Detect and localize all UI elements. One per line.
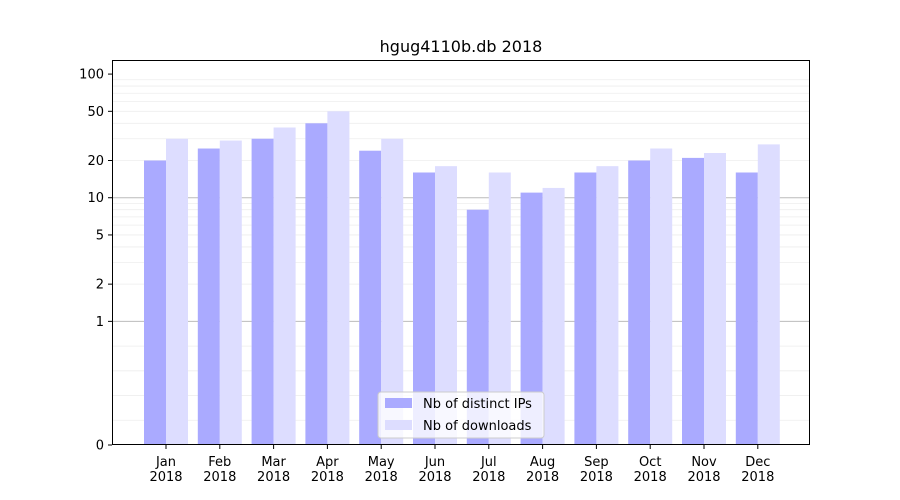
x-tick-label-month: Jun: [424, 455, 445, 470]
bar-distinct-ips[interactable]: [413, 172, 435, 446]
legend-label-ips: Nb of distinct IPs: [423, 397, 532, 412]
bar-downloads[interactable]: [327, 111, 350, 445]
bars: [144, 111, 780, 446]
x-tick-label-year: 2018: [580, 470, 613, 485]
x-axis: Jan2018Feb2018Mar2018Apr2018May2018Jun20…: [149, 445, 774, 485]
bar-downloads[interactable]: [273, 127, 296, 446]
x-tick-label-year: 2018: [365, 470, 398, 485]
x-tick-label-month: Nov: [691, 455, 717, 470]
chart-title: hgug4110b.db 2018: [380, 37, 543, 56]
y-tick-label: 20: [87, 154, 104, 169]
bar-downloads[interactable]: [381, 138, 404, 446]
bar-distinct-ips[interactable]: [574, 172, 597, 446]
y-tick-label: 0: [96, 439, 104, 454]
bar-downloads[interactable]: [757, 144, 780, 445]
legend-label-downloads: Nb of downloads: [423, 419, 532, 434]
legend[interactable]: Nb of distinct IPs Nb of downloads: [377, 391, 545, 439]
x-tick-label-year: 2018: [311, 470, 344, 485]
x-tick-label-month: Dec: [745, 455, 770, 470]
y-axis: 0 1 2 5 10 20 50 100: [79, 68, 112, 454]
bar-distinct-ips[interactable]: [251, 138, 274, 446]
x-tick-label-month: Jan: [155, 455, 176, 470]
bar-distinct-ips[interactable]: [197, 148, 220, 445]
x-tick-label-month: May: [368, 455, 395, 470]
bar-downloads[interactable]: [542, 187, 565, 445]
x-tick-label-year: 2018: [472, 470, 505, 485]
bar-downloads[interactable]: [488, 172, 511, 446]
bar-distinct-ips[interactable]: [735, 172, 758, 446]
x-tick-label-month: Feb: [208, 455, 231, 470]
x-tick-label-year: 2018: [741, 470, 774, 485]
x-tick-label-month: Oct: [639, 455, 661, 470]
bar-downloads[interactable]: [650, 148, 673, 445]
x-tick-label-year: 2018: [687, 470, 720, 485]
x-tick-label-year: 2018: [203, 470, 236, 485]
legend-swatch-downloads: [385, 420, 412, 430]
x-tick-label-month: Sep: [584, 455, 609, 470]
y-tick-label: 2: [96, 278, 104, 293]
bar-distinct-ips[interactable]: [305, 123, 328, 445]
bar-distinct-ips[interactable]: [520, 192, 543, 445]
y-tick-label: 5: [96, 228, 104, 243]
y-tick-label: 10: [87, 191, 104, 206]
legend-box: [377, 391, 545, 439]
bar-distinct-ips[interactable]: [682, 157, 704, 446]
x-tick-label-year: 2018: [149, 470, 182, 485]
x-tick-label-month: Aug: [530, 455, 555, 470]
bar-downloads[interactable]: [219, 140, 242, 445]
x-tick-label-year: 2018: [418, 470, 451, 485]
plot-frame: [112, 60, 810, 445]
bar-downloads[interactable]: [435, 166, 457, 445]
x-tick-label-year: 2018: [526, 470, 559, 485]
x-tick-label-month: Mar: [261, 455, 286, 470]
x-tick-label-year: 2018: [634, 470, 667, 485]
axes: [112, 60, 810, 445]
y-tick-label: 1: [96, 315, 104, 330]
legend-swatch-ips: [385, 398, 412, 408]
bar-distinct-ips[interactable]: [466, 209, 489, 445]
x-tick-label-year: 2018: [257, 470, 290, 485]
y-tick-label: 50: [87, 105, 104, 120]
bar-distinct-ips[interactable]: [359, 150, 382, 445]
x-tick-label-month: Apr: [316, 455, 339, 470]
bar-downloads[interactable]: [704, 153, 726, 445]
y-tick-label: 100: [79, 68, 104, 83]
bar-distinct-ips[interactable]: [144, 160, 166, 445]
x-tick-label-month: Jul: [480, 455, 497, 470]
bar-distinct-ips[interactable]: [628, 160, 651, 445]
bar-downloads[interactable]: [166, 138, 188, 446]
bar-downloads[interactable]: [596, 166, 619, 445]
